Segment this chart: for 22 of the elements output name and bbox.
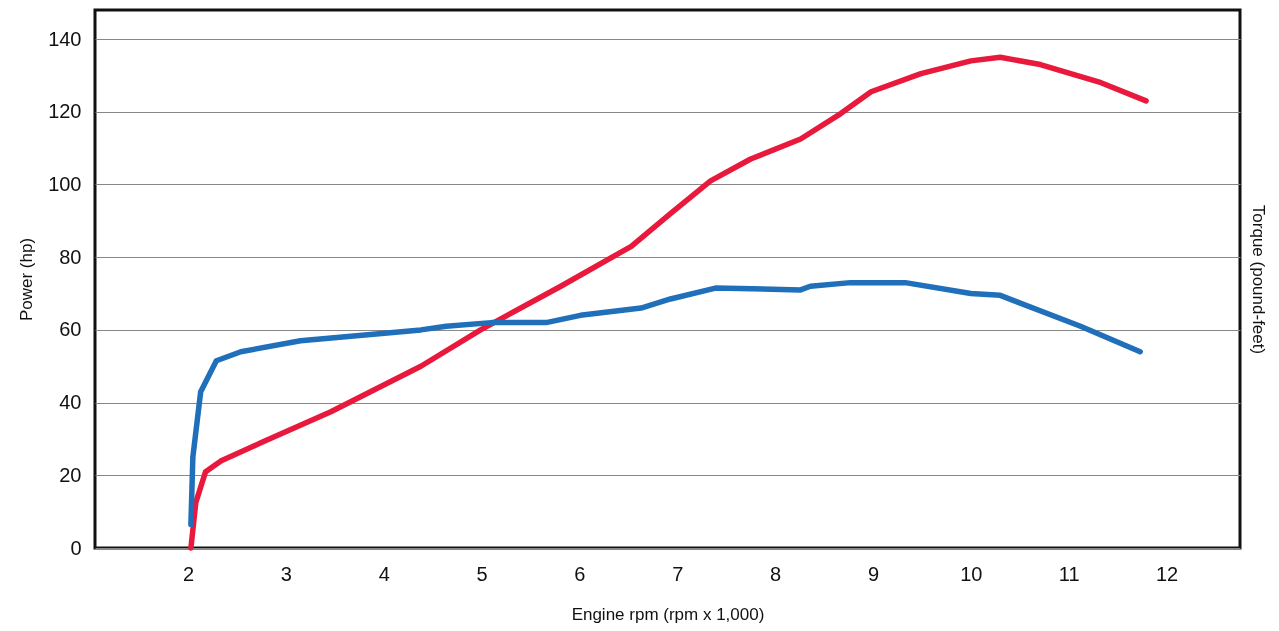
x-tick-label: 2	[182, 562, 195, 585]
y-tick-label: 0	[70, 536, 82, 559]
x-tick-label: 3	[280, 562, 292, 585]
x-tick-label: 8	[770, 562, 782, 585]
y-tick-label: 20	[59, 463, 82, 486]
y-tick-label: 40	[59, 391, 82, 414]
x-tick-label: 7	[672, 562, 684, 585]
y-tick-label: 60	[59, 318, 82, 341]
x-tick-label: 9	[867, 562, 880, 585]
x-tick-label: 4	[378, 562, 390, 585]
x-tick-label: 12	[1155, 562, 1179, 585]
x-tick-label: 11	[1058, 562, 1080, 585]
y-tick-label: 120	[48, 100, 82, 123]
x-tick-label: 10	[960, 562, 983, 585]
y-axis-title: Power (hp)	[17, 237, 37, 322]
y-tick-label: 100	[48, 172, 82, 195]
y2-axis-title: Torque (pound-feet)	[1248, 204, 1268, 355]
x-tick-label: 5	[476, 562, 488, 585]
y-tick-label: 140	[48, 27, 82, 50]
y-tick-label: 80	[59, 245, 82, 268]
x-axis-title: Engine rpm (rpm x 1,000)	[571, 604, 765, 624]
x-tick-label: 6	[574, 562, 586, 585]
